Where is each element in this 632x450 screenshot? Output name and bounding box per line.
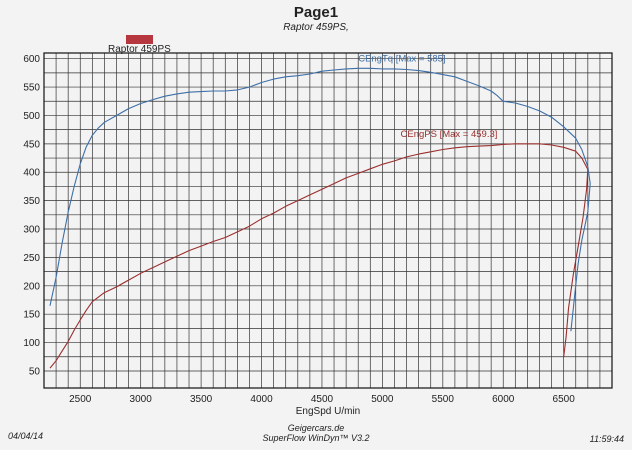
y-tick-label: 200: [23, 281, 40, 292]
x-tick-label: 4000: [250, 394, 273, 405]
torque-max-label: CEngTq [Max = 585]: [358, 54, 445, 65]
y-tick-label: 500: [23, 111, 40, 122]
power-line: [49, 143, 589, 369]
x-tick-label: 3000: [130, 394, 153, 405]
y-tick-label: 550: [23, 83, 40, 94]
page-title: Page1: [293, 4, 339, 21]
x-tick-label: 2500: [69, 394, 92, 405]
y-tick-label: 50: [29, 366, 41, 377]
y-tick-label: 100: [23, 338, 40, 349]
tick-labels: 50 100 150 200 250 300 350 400 450 500 550 600 2500 3…: [23, 54, 575, 405]
grid: [44, 53, 612, 388]
annotations: CEngTq [Max = 585] CEngPS [Max = 459.3]: [358, 54, 497, 141]
power-max-label: CEngPS [Max = 459.3]: [401, 129, 498, 140]
y-tick-label: 400: [23, 168, 40, 179]
x-tick-label: 5500: [432, 394, 455, 405]
footer-site: Geigercars.de: [287, 423, 345, 433]
legend-label: Raptor 459PS: [108, 44, 171, 55]
y-tick-label: 250: [23, 253, 40, 264]
footer-date: 04/04/14: [8, 431, 44, 441]
torque-line: [49, 67, 591, 332]
page-subtitle: Raptor 459PS,: [283, 22, 349, 33]
y-tick-label: 350: [23, 196, 40, 207]
y-tick-label: 150: [23, 310, 40, 321]
x-tick-label: 4500: [311, 394, 334, 405]
x-tick-label: 6500: [553, 394, 576, 405]
y-tick-label: 450: [23, 139, 40, 150]
y-tick-label: 300: [23, 225, 40, 236]
x-tick-label: 3500: [190, 394, 213, 405]
footer-software: SuperFlow WinDyn™ V3.2: [262, 433, 370, 443]
y-tick-label: 600: [23, 54, 40, 65]
x-tick-label: 5000: [371, 394, 394, 405]
plot-frame: [43, 52, 613, 389]
x-axis-label: EngSpd U/min: [296, 406, 360, 417]
legend-swatch: [126, 35, 153, 44]
footer-time: 11:59:44: [589, 434, 624, 444]
series: [49, 67, 591, 369]
x-tick-label: 6000: [492, 394, 515, 405]
